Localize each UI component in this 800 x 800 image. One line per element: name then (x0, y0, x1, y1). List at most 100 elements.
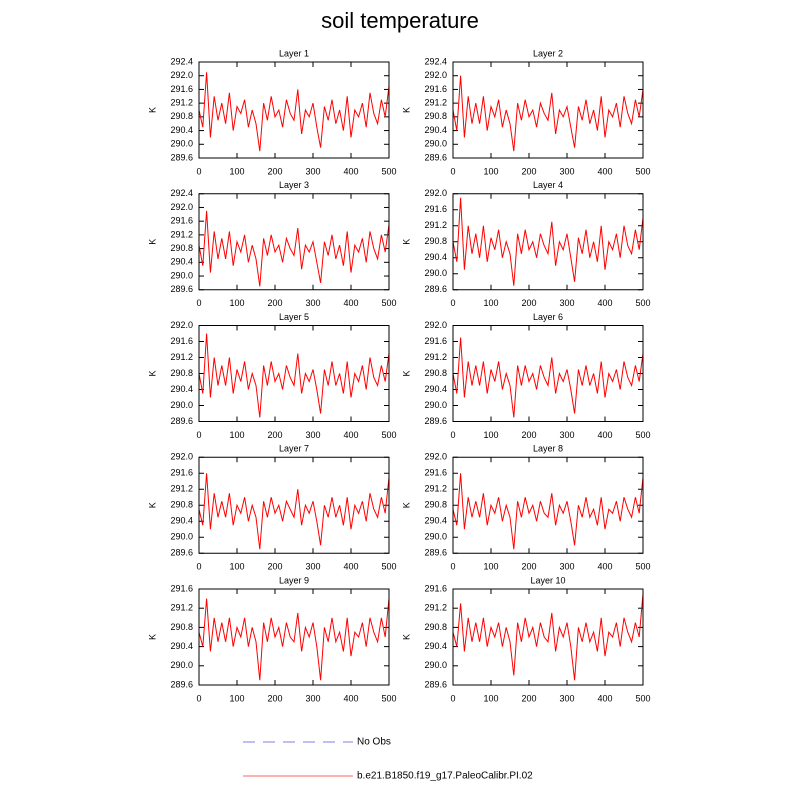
y-tick-label: 292.0 (170, 320, 193, 330)
y-tick-label: 290.8 (170, 111, 193, 121)
plot-frame (198, 193, 390, 291)
y-tick-label: 291.6 (424, 204, 447, 214)
x-tick-label: 300 (559, 693, 574, 703)
series-line (198, 333, 390, 418)
series-line (452, 75, 644, 152)
plot-frame (452, 456, 644, 554)
y-tick-label: 290.4 (170, 516, 193, 526)
plot-frame (198, 456, 390, 554)
y-tick-label: 290.8 (170, 500, 193, 510)
y-tick-label: 290.4 (170, 641, 193, 651)
y-tick-label: 289.6 (170, 679, 193, 689)
x-tick-label: 400 (343, 166, 358, 176)
y-tick-label: 290.4 (424, 252, 447, 262)
y-tick-label: 290.8 (170, 622, 193, 632)
x-tick-label: 200 (267, 298, 282, 308)
y-tick-label: 290.4 (424, 125, 447, 135)
y-tick-label: 290.0 (424, 532, 447, 542)
y-tick-label: 290.8 (424, 111, 447, 121)
y-axis-label: K (401, 502, 411, 508)
y-tick-label: 291.6 (424, 84, 447, 94)
y-tick-label: 290.0 (170, 139, 193, 149)
x-tick-label: 400 (343, 298, 358, 308)
y-tick-label: 289.6 (424, 416, 447, 426)
x-tick-label: 500 (381, 693, 396, 703)
x-tick-label: 200 (267, 562, 282, 572)
x-tick-label: 400 (597, 562, 612, 572)
x-tick-label: 100 (483, 298, 498, 308)
y-axis-label: K (401, 239, 411, 245)
y-tick-label: 292.4 (170, 188, 193, 198)
y-axis-label: K (147, 370, 157, 376)
y-tick-label: 292.0 (424, 70, 447, 80)
y-tick-label: 291.6 (424, 583, 447, 593)
legend-label: b.e21.B1850.f19_g17.PaleoCalibr.PI.02 (357, 771, 533, 782)
y-axis-label: K (401, 107, 411, 113)
x-tick-label: 500 (381, 562, 396, 572)
x-tick-label: 0 (450, 562, 455, 572)
series-line (452, 473, 644, 550)
x-tick-label: 500 (635, 562, 650, 572)
x-tick-label: 200 (521, 166, 536, 176)
y-tick-label: 290.8 (424, 622, 447, 632)
x-tick-label: 0 (196, 562, 201, 572)
x-tick-label: 300 (305, 430, 320, 440)
y-tick-label: 289.6 (424, 679, 447, 689)
y-tick-label: 290.0 (424, 268, 447, 278)
x-tick-label: 400 (597, 430, 612, 440)
y-tick-label: 290.0 (170, 270, 193, 280)
panel-title: Layer 5 (279, 312, 309, 322)
x-tick-label: 0 (450, 693, 455, 703)
x-tick-label: 500 (635, 693, 650, 703)
y-tick-label: 290.0 (170, 660, 193, 670)
x-tick-label: 500 (635, 166, 650, 176)
x-tick-label: 500 (381, 298, 396, 308)
x-tick-label: 100 (229, 298, 244, 308)
x-tick-label: 400 (343, 430, 358, 440)
y-tick-label: 290.4 (424, 516, 447, 526)
y-tick-label: 291.2 (424, 484, 447, 494)
y-axis-label: K (401, 370, 411, 376)
y-tick-label: 291.6 (170, 336, 193, 346)
x-tick-label: 500 (635, 298, 650, 308)
x-tick-label: 500 (635, 430, 650, 440)
x-tick-label: 400 (597, 166, 612, 176)
y-tick-label: 289.6 (170, 548, 193, 558)
x-tick-label: 100 (483, 562, 498, 572)
plot-frame (198, 588, 390, 686)
plot-frame (452, 588, 644, 686)
y-tick-label: 291.6 (424, 468, 447, 478)
x-tick-label: 100 (229, 693, 244, 703)
y-tick-label: 290.4 (424, 384, 447, 394)
x-tick-label: 400 (343, 562, 358, 572)
x-tick-label: 300 (559, 562, 574, 572)
y-tick-label: 291.2 (424, 352, 447, 362)
y-axis-label: K (401, 634, 411, 640)
panel-title: Layer 8 (533, 444, 563, 454)
y-tick-label: 292.0 (424, 188, 447, 198)
y-tick-label: 289.6 (170, 152, 193, 162)
panel-title: Layer 1 (279, 48, 309, 58)
x-tick-label: 0 (196, 430, 201, 440)
x-tick-label: 400 (597, 298, 612, 308)
x-tick-label: 400 (343, 693, 358, 703)
panel-title: Layer 10 (530, 575, 565, 585)
y-tick-label: 292.0 (170, 70, 193, 80)
y-tick-label: 290.0 (424, 660, 447, 670)
x-tick-label: 200 (267, 693, 282, 703)
series-line (452, 593, 644, 681)
y-tick-label: 291.2 (424, 98, 447, 108)
y-tick-label: 290.8 (424, 236, 447, 246)
y-tick-label: 291.2 (170, 484, 193, 494)
x-tick-label: 300 (305, 562, 320, 572)
y-tick-label: 291.6 (170, 583, 193, 593)
figure-title: soil temperature (321, 8, 479, 33)
x-tick-label: 300 (559, 298, 574, 308)
y-tick-label: 289.6 (170, 416, 193, 426)
y-tick-label: 291.6 (170, 468, 193, 478)
y-tick-label: 291.2 (424, 603, 447, 613)
y-tick-label: 290.0 (170, 400, 193, 410)
panel-title: Layer 9 (279, 575, 309, 585)
